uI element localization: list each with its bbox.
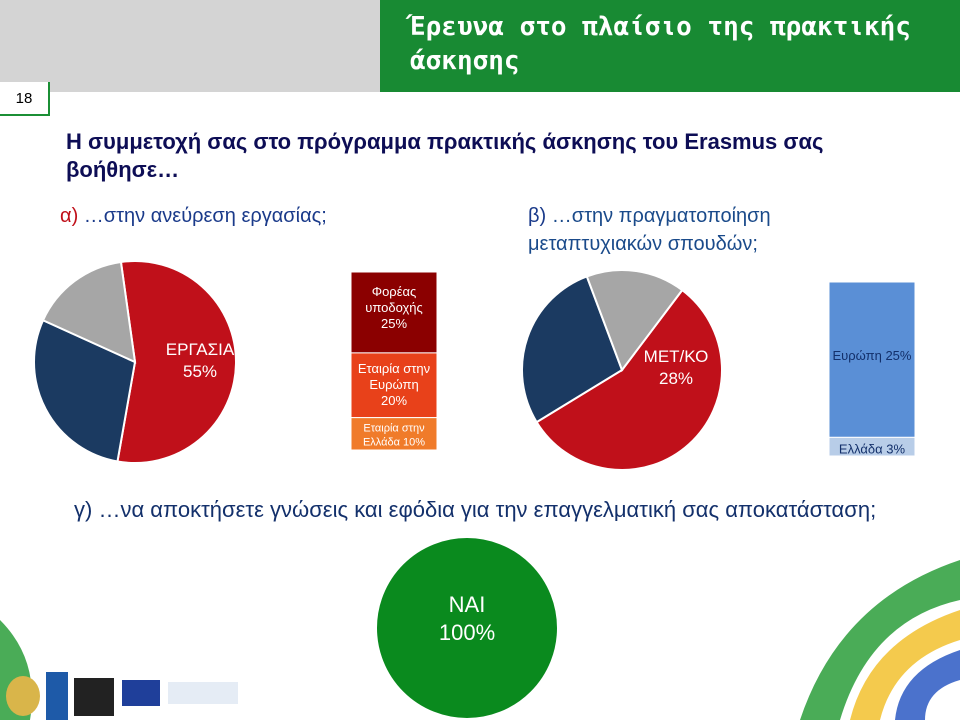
lifelong-learning-logo — [168, 682, 238, 704]
corner-stripe-green — [800, 560, 960, 720]
slide-title: Έρευνα στο πλαίσιο της πρακτικής άσκησης — [410, 12, 911, 76]
pie-a-slice-0 — [116, 260, 237, 464]
pie-b-slice-0 — [535, 288, 723, 471]
sub-question-a-text: …στην ανεύρεση εργασίας; — [83, 205, 327, 227]
pie-g-label-0: ΝΑΙ 100% — [439, 592, 495, 645]
bar-b-label-1: Ελλάδα 3% — [839, 441, 906, 456]
header-title-area — [380, 0, 960, 92]
footer-logos — [0, 672, 320, 720]
bar-b-segment-1 — [828, 436, 916, 457]
corner-stripe-yellow — [850, 610, 960, 720]
bar-a-segment-0 — [350, 271, 438, 354]
eu-flag-icon — [122, 680, 160, 706]
pie-a-slice-1 — [33, 318, 137, 463]
header-bar — [0, 0, 960, 92]
main-question: Η συμμετοχή σας στο πρόγραμμα πρακτικής … — [66, 129, 824, 182]
bar-a-label-2: Εταιρία στην Ελλάδα 10% — [363, 423, 425, 449]
pie-b-slice-2 — [585, 269, 684, 373]
pie-a-label-0: ΕΡΓΑΣΙΑ 55% — [166, 340, 235, 381]
pie-a-slice-2 — [41, 260, 137, 364]
sub-question-a-marker: α) — [60, 205, 79, 227]
pie-b-label-1: ΜΕΤ/ΚΟ 28% — [644, 347, 709, 388]
sub-question-g-marker: γ) — [74, 497, 93, 522]
bar-a-segment-1 — [350, 352, 438, 419]
university-seal-logo — [6, 676, 40, 716]
anniversary-logo — [74, 678, 114, 716]
bar-a-label-0: Φορέας υποδοχής 25% — [365, 284, 423, 331]
bar-b-segment-0 — [828, 281, 916, 438]
bar-a-segment-2 — [350, 417, 438, 451]
bar-b-label-0: Ευρώπη 25% — [833, 348, 912, 363]
sub-question-b-marker: β) — [528, 205, 547, 227]
bar-a-label-1: Εταιρία στην Ευρώπη 20% — [358, 361, 430, 408]
erasmus-logo — [46, 672, 68, 720]
sub-question-b-text: …στην πραγματοποίηση μεταπτυχιακών σπουδ… — [528, 205, 771, 255]
sub-question-a: α) …στην ανεύρεση εργασίας; — [60, 202, 327, 230]
header-left-band — [0, 0, 380, 92]
sub-question-g: γ) …να αποκτήσετε γνώσεις και εφόδια για… — [74, 496, 894, 524]
sub-question-g-text: …να αποκτήσετε γνώσεις και εφόδια για τη… — [98, 497, 877, 522]
pie-g-slice-0 — [375, 536, 559, 720]
pie-b-slice-1 — [521, 275, 624, 424]
sub-question-b: β) …στην πραγματοποίηση μεταπτυχιακών σπ… — [528, 202, 908, 258]
page-number: 18 — [0, 82, 50, 116]
corner-stripe-blue — [895, 650, 960, 720]
